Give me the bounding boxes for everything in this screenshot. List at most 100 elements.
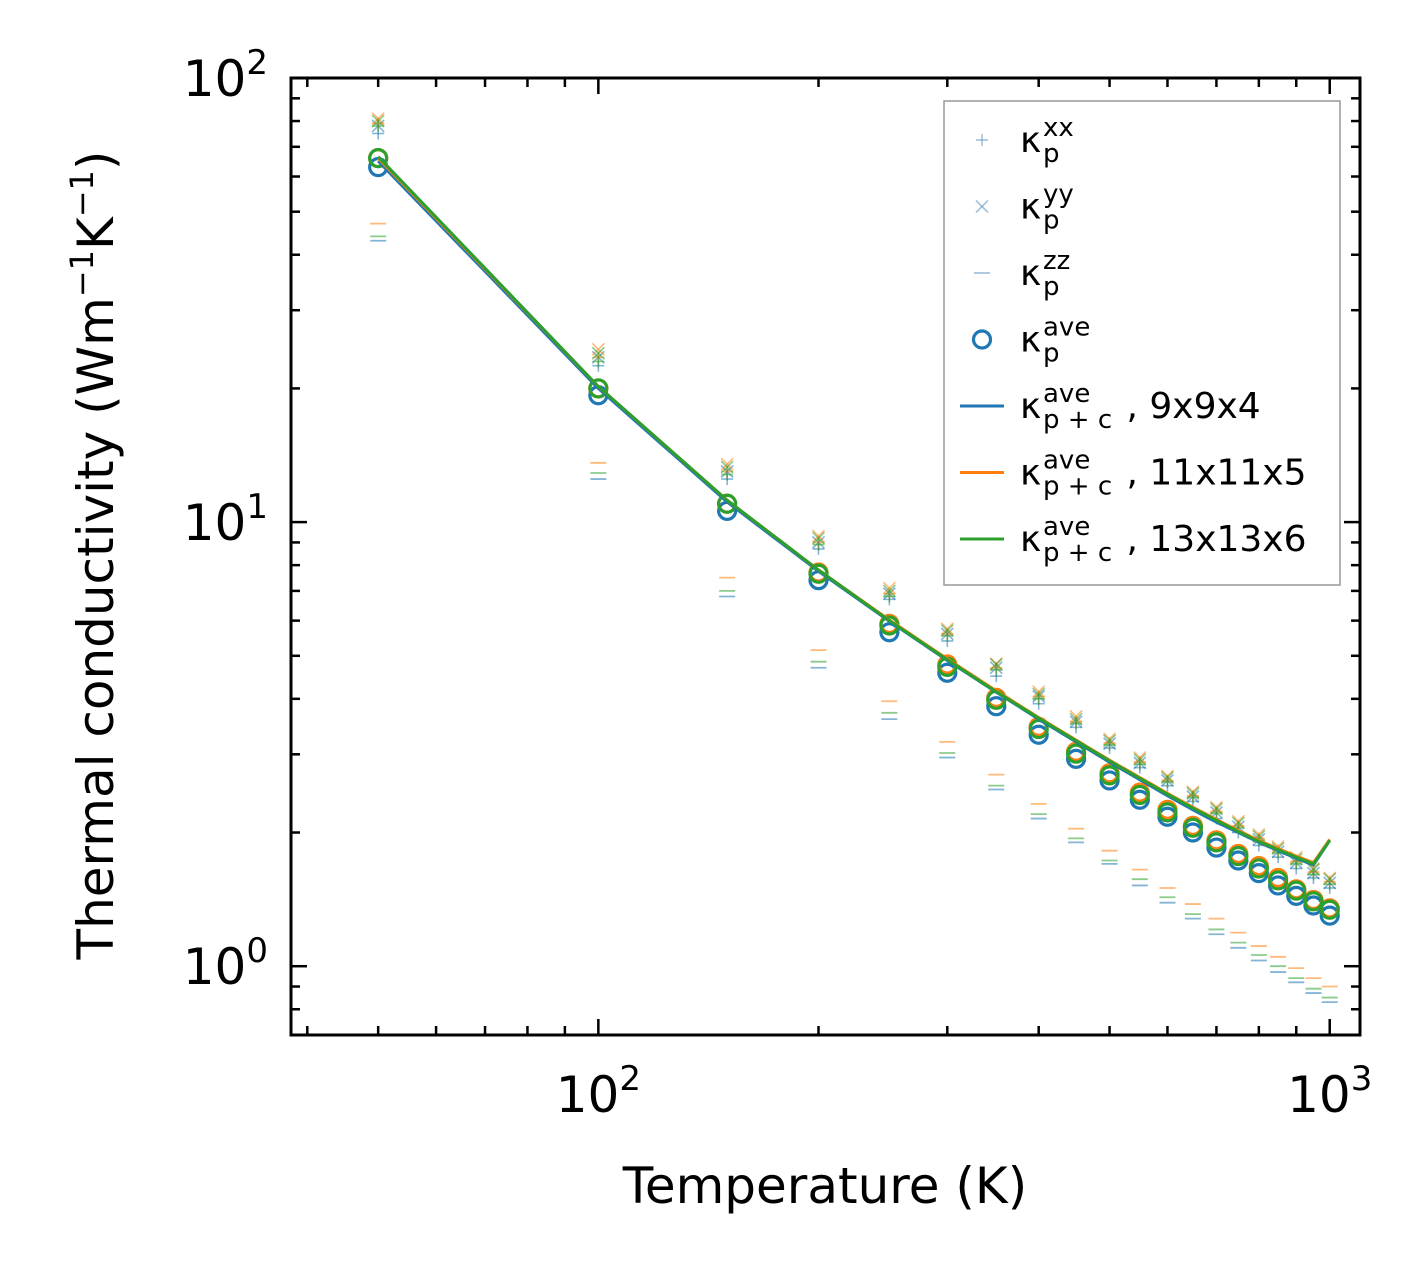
kave-point-13x13x6-1000 [1319, 899, 1340, 920]
kyy-point-11x11x5-450 [1069, 709, 1083, 724]
legend-sub: p + c [1043, 472, 1112, 502]
legend-sup: yy [1043, 180, 1074, 210]
legend-kappa: κ [1020, 386, 1041, 427]
kyy-point-11x11x5-400 [1032, 685, 1046, 699]
kyy-point-11x11x5-750-b [1231, 814, 1245, 828]
legend-sup: ave [1043, 313, 1090, 343]
kave-point-13x13x6-700 [1206, 832, 1227, 853]
kave-point-9x9x4-1000 [1319, 905, 1340, 926]
legend-sup: ave [1043, 446, 1090, 476]
kyy-point-13x13x6-550-b [1133, 752, 1147, 767]
legend-kappa: κ [1020, 120, 1041, 161]
y-tick-label-100: 102 [183, 43, 268, 108]
kave-point-13x13x6-650 [1182, 817, 1203, 838]
legend-entry-1: κyy p [975, 180, 1074, 236]
legend-symbol-x-b [975, 199, 989, 214]
y-tick-base-1: 10 [183, 938, 247, 996]
legend-label-6: κave p + c , 13x13x6 [1020, 512, 1307, 568]
y-axis-label-end: ) [67, 151, 125, 171]
kyy-point-11x11x5-300 [940, 622, 954, 636]
kyy-point-11x11x5-500 [1102, 732, 1117, 746]
kxx-point-13x13x6-100 [592, 355, 605, 368]
kyy-point-13x13x6-300 [940, 623, 954, 638]
kave-point-13x13x6-200 [808, 563, 829, 584]
legend-kappa: κ [1020, 187, 1041, 228]
x-tick-exp-1000: 3 [1351, 1059, 1373, 1099]
kave-point-9x9x4-250 [879, 622, 900, 643]
kxx-point-13x13x6-350 [990, 663, 1003, 676]
y-axis-label-exp2: −1 [63, 170, 101, 217]
kyy-point-11x11x5-1000 [1323, 871, 1337, 885]
legend-label-3: κave p [1020, 313, 1090, 369]
y-axis-label: Thermal conductivity (Wm−1K−1) [63, 151, 125, 961]
legend-kappa: κ [1020, 320, 1041, 361]
kxx-point-13x13x6-250 [883, 590, 896, 603]
kyy-point-11x11x5-400-b [1032, 685, 1046, 699]
kyy-point-11x11x5-150-b [720, 457, 734, 471]
y-axis-label-main: Thermal conductivity (Wm [67, 297, 125, 960]
kyy-point-13x13x6-150 [720, 460, 734, 474]
kyy-point-13x13x6-350-b [989, 657, 1003, 672]
x-tick-base-100: 10 [556, 1066, 620, 1124]
kyy-point-11x11x5-100 [591, 342, 605, 356]
kyy-point-13x13x6-600-b [1160, 770, 1175, 785]
kyy-point-11x11x5-200-b [811, 529, 826, 543]
y-tick-label-10: 101 [183, 487, 268, 552]
kyy-point-13x13x6-250-b [882, 584, 896, 598]
kyy-point-13x13x6-1000 [1323, 872, 1337, 886]
kave-point-13x13x6-100 [588, 378, 609, 399]
kxx-point-13x13x6-200 [812, 538, 825, 551]
series-13x13x6 [370, 114, 1338, 999]
kyy-point-13x13x6-100-b [591, 346, 605, 360]
y-axis-label-mid: K [67, 216, 125, 250]
kyy-point-11x11x5-50-b [371, 112, 385, 126]
legend-rest: , 13x13x6 [1127, 519, 1307, 560]
legend-sup: xx [1043, 113, 1074, 143]
legend-label-5: κave p + c , 11x11x5 [1020, 446, 1307, 502]
legend-kappa: κ [1020, 453, 1041, 494]
legend-symbol-x [975, 199, 989, 214]
kyy-point-11x11x5-150 [720, 457, 734, 471]
legend-sub: p [1043, 272, 1060, 302]
y-tick-base-100: 10 [183, 50, 247, 108]
legend-kappa: κ [1020, 519, 1041, 560]
legend-rest: , 11x11x5 [1127, 453, 1307, 494]
legend-sub: p + c [1043, 538, 1112, 568]
kave-point-13x13x6-850 [1268, 870, 1289, 891]
kave-point-13x13x6-450 [1065, 743, 1087, 764]
kyy-point-13x13x6-50 [371, 114, 385, 128]
legend-entry-6: κave p + c , 13x13x6 [960, 512, 1307, 568]
kyy-point-13x13x6-700 [1209, 802, 1223, 816]
kyy-point-11x11x5-550-b [1133, 750, 1147, 765]
legend-sup: ave [1043, 379, 1090, 409]
kyy-point-13x13x6-450 [1069, 712, 1083, 726]
y-tick-exp-10: 1 [246, 487, 268, 527]
plot-area [368, 112, 1340, 1004]
legend-rest: , 9x9x4 [1127, 386, 1261, 427]
kyy-point-11x11x5-300-b [940, 622, 954, 636]
kyy-point-11x11x5-250-b [882, 581, 896, 595]
kave-point-13x13x6-600 [1157, 802, 1178, 823]
legend-entry-5: κave p + c , 11x11x5 [960, 446, 1307, 502]
kyy-point-13x13x6-600 [1160, 770, 1175, 785]
kyy-point-11x11x5-750 [1231, 814, 1245, 828]
kyy-point-11x11x5-700 [1209, 800, 1223, 814]
kave-point-13x13x6-550 [1129, 784, 1150, 806]
kyy-point-11x11x5-100-b [591, 342, 605, 356]
kyy-point-11x11x5-700-b [1209, 800, 1223, 814]
kyy-point-13x13x6-650 [1186, 786, 1200, 800]
kyy-point-11x11x5-550 [1133, 750, 1147, 765]
kyy-point-13x13x6-200-b [811, 531, 826, 545]
series-ave-13x13x6 [368, 148, 1340, 920]
legend-label-0: κxx p [1020, 113, 1074, 169]
plot-frame [289, 76, 1362, 1037]
kyy-point-13x13x6-500-b [1102, 734, 1117, 748]
kyy-point-13x13x6-150-b [720, 460, 734, 474]
kxx-point-13x13x6-150 [721, 468, 734, 481]
legend-entry-2: κzz p [974, 246, 1070, 302]
y-tick-exp-1: 0 [246, 931, 268, 971]
legend-sup: ave [1043, 512, 1090, 542]
y-tick-base-10: 10 [183, 494, 247, 552]
